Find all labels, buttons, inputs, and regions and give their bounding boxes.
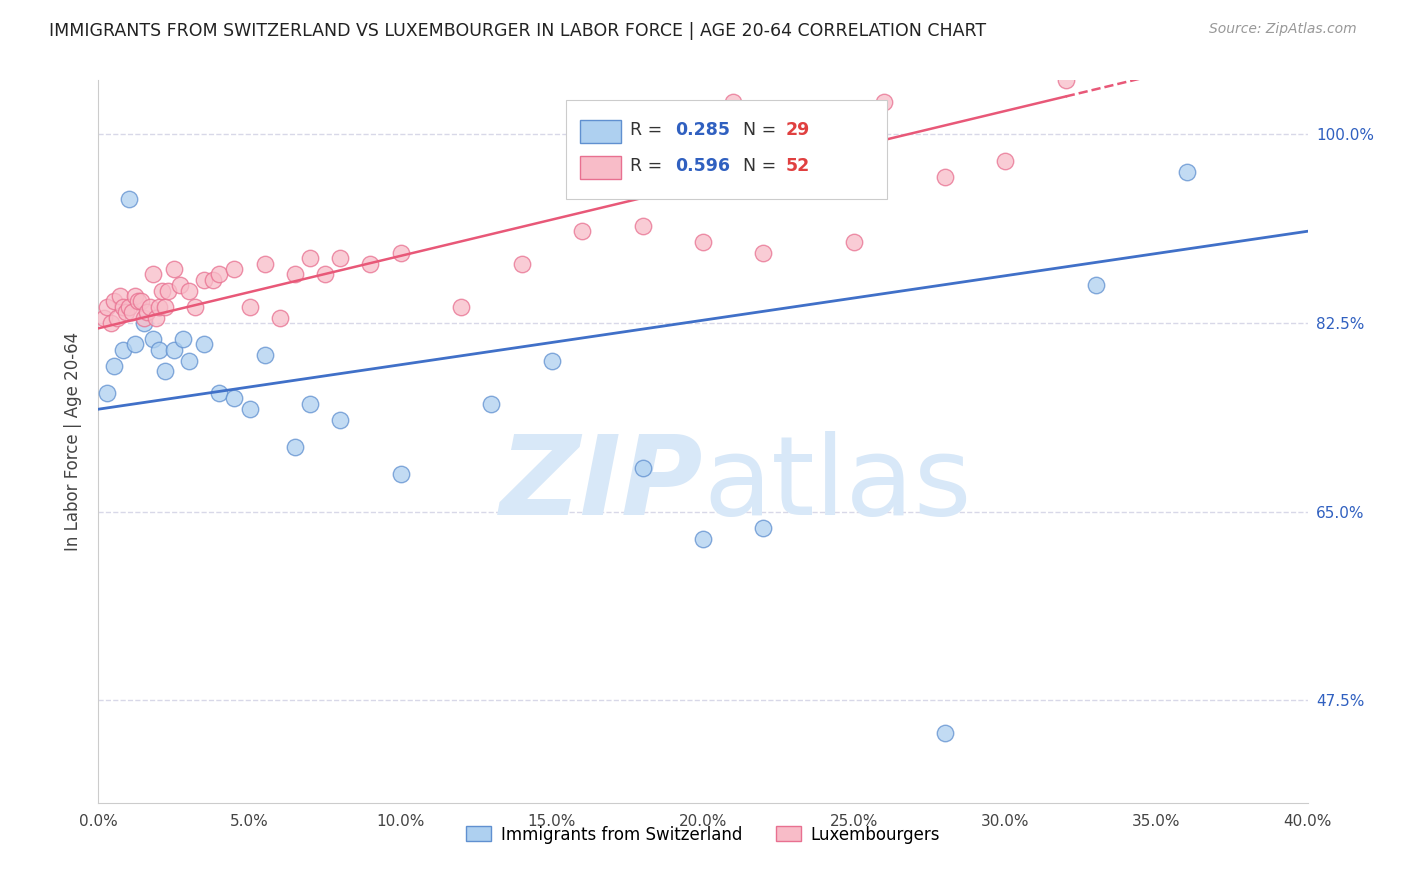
Point [299, 251, 322, 265]
Point [153, 300, 176, 314]
Point [723, 95, 745, 109]
Point [752, 245, 775, 260]
Point [224, 392, 246, 406]
Point [873, 95, 896, 109]
Point [692, 235, 714, 249]
Point [142, 332, 165, 346]
Text: Source: ZipAtlas.com: Source: ZipAtlas.com [1209, 22, 1357, 37]
Point [132, 316, 155, 330]
Point [150, 284, 173, 298]
Point [103, 359, 125, 373]
Point [661, 160, 683, 174]
Text: IMMIGRANTS FROM SWITZERLAND VS LUXEMBOURGER IN LABOR FORCE | AGE 20-64 CORRELATI: IMMIGRANTS FROM SWITZERLAND VS LUXEMBOUR… [49, 22, 987, 40]
Point [224, 262, 246, 277]
Point [179, 284, 201, 298]
Text: R =: R = [630, 157, 668, 175]
Point [93, 310, 115, 325]
Point [135, 305, 157, 319]
Point [111, 300, 134, 314]
Point [844, 235, 866, 249]
Point [103, 294, 125, 309]
Point [571, 224, 593, 238]
Point [1085, 278, 1108, 293]
Point [193, 273, 215, 287]
Point [631, 461, 654, 475]
Point [184, 300, 207, 314]
Point [208, 268, 231, 282]
Point [100, 316, 122, 330]
Text: 29: 29 [785, 121, 810, 139]
Point [129, 294, 152, 309]
Point [510, 257, 533, 271]
Text: R =: R = [630, 121, 668, 139]
Point [142, 268, 165, 282]
Point [114, 305, 136, 319]
Point [253, 257, 276, 271]
Point [934, 725, 956, 739]
Y-axis label: In Labor Force | Age 20-64: In Labor Force | Age 20-64 [63, 332, 82, 551]
Point [124, 289, 146, 303]
Point [96, 300, 118, 314]
Point [631, 219, 654, 233]
Point [105, 310, 128, 325]
Point [314, 268, 336, 282]
Point [994, 154, 1017, 169]
Point [253, 348, 276, 362]
Point [208, 386, 231, 401]
Point [540, 353, 562, 368]
Point [111, 343, 134, 357]
Point [329, 251, 352, 265]
Point [145, 310, 167, 325]
Point [156, 284, 179, 298]
FancyBboxPatch shape [579, 120, 621, 143]
Point [163, 343, 186, 357]
Point [139, 300, 162, 314]
Point [299, 397, 322, 411]
Point [934, 170, 956, 185]
Point [450, 300, 472, 314]
Point [121, 305, 143, 319]
Point [148, 300, 170, 314]
Text: N =: N = [742, 121, 782, 139]
Point [127, 294, 149, 309]
Point [118, 192, 141, 206]
Point [1054, 73, 1077, 87]
Text: ZIP: ZIP [499, 432, 703, 539]
Point [692, 532, 714, 546]
Point [269, 310, 291, 325]
Point [118, 300, 141, 314]
Point [169, 278, 191, 293]
Point [163, 262, 186, 277]
FancyBboxPatch shape [579, 156, 621, 179]
Point [389, 245, 412, 260]
Point [148, 343, 170, 357]
Point [193, 337, 215, 351]
FancyBboxPatch shape [567, 100, 887, 200]
Point [172, 332, 194, 346]
Point [360, 257, 382, 271]
Point [96, 386, 118, 401]
Text: 0.285: 0.285 [675, 121, 730, 139]
Point [124, 337, 146, 351]
Point [239, 402, 262, 417]
Point [284, 268, 307, 282]
Point [329, 413, 352, 427]
Text: atlas: atlas [703, 432, 972, 539]
Point [132, 310, 155, 325]
Point [202, 273, 225, 287]
Text: N =: N = [742, 157, 782, 175]
Legend: Immigrants from Switzerland, Luxembourgers: Immigrants from Switzerland, Luxembourge… [461, 821, 945, 848]
Point [153, 364, 176, 378]
Point [108, 289, 131, 303]
Point [1175, 165, 1198, 179]
Point [752, 521, 775, 535]
Point [239, 300, 262, 314]
Text: 52: 52 [785, 157, 810, 175]
Text: 0.596: 0.596 [675, 157, 730, 175]
Point [284, 440, 307, 454]
Point [481, 397, 503, 411]
Point [389, 467, 412, 481]
Point [179, 353, 201, 368]
